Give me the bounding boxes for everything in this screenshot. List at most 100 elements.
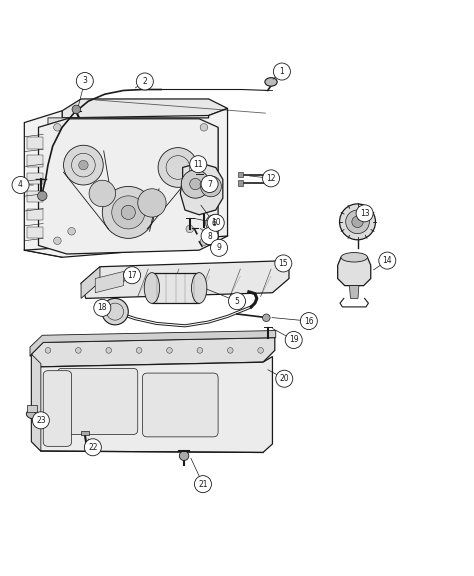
- Circle shape: [190, 156, 207, 173]
- Polygon shape: [38, 119, 218, 254]
- Circle shape: [102, 298, 128, 325]
- Circle shape: [179, 451, 189, 460]
- Circle shape: [181, 170, 210, 198]
- Circle shape: [200, 238, 208, 245]
- FancyBboxPatch shape: [143, 373, 218, 437]
- Circle shape: [201, 228, 218, 245]
- Text: 19: 19: [289, 335, 299, 344]
- Bar: [238, 180, 243, 186]
- Circle shape: [228, 293, 246, 310]
- Circle shape: [258, 347, 264, 353]
- Text: 1: 1: [280, 67, 284, 76]
- Circle shape: [121, 205, 136, 219]
- Circle shape: [263, 314, 270, 321]
- Circle shape: [76, 73, 93, 89]
- Polygon shape: [31, 338, 275, 367]
- Circle shape: [102, 187, 155, 238]
- Text: 4: 4: [18, 180, 23, 190]
- Circle shape: [12, 176, 29, 194]
- Polygon shape: [180, 163, 223, 215]
- Bar: [27, 173, 43, 184]
- Text: 2: 2: [143, 77, 147, 86]
- Text: 8: 8: [207, 232, 212, 241]
- Circle shape: [356, 205, 373, 222]
- Text: 9: 9: [217, 243, 221, 252]
- FancyBboxPatch shape: [43, 371, 72, 446]
- Circle shape: [207, 214, 224, 232]
- Circle shape: [167, 347, 173, 353]
- Circle shape: [124, 267, 141, 284]
- Text: 22: 22: [88, 443, 98, 452]
- Circle shape: [106, 347, 111, 353]
- Polygon shape: [105, 118, 190, 137]
- Circle shape: [301, 313, 318, 329]
- Polygon shape: [31, 354, 273, 453]
- Text: 6: 6: [212, 219, 217, 228]
- Polygon shape: [81, 267, 100, 298]
- Ellipse shape: [341, 252, 367, 262]
- Circle shape: [79, 160, 88, 170]
- Circle shape: [45, 347, 51, 353]
- Polygon shape: [349, 286, 359, 298]
- Circle shape: [138, 189, 166, 217]
- Circle shape: [275, 255, 292, 272]
- Text: 21: 21: [198, 480, 208, 488]
- Text: 3: 3: [82, 77, 87, 85]
- Bar: [27, 137, 43, 149]
- Circle shape: [89, 180, 116, 207]
- FancyBboxPatch shape: [57, 368, 138, 434]
- Bar: [27, 191, 43, 202]
- Circle shape: [32, 412, 49, 429]
- Bar: [152, 272, 199, 304]
- Circle shape: [263, 170, 280, 187]
- Circle shape: [352, 216, 363, 228]
- Polygon shape: [48, 118, 133, 203]
- Circle shape: [276, 370, 293, 387]
- Polygon shape: [31, 354, 41, 451]
- Bar: [81, 431, 89, 435]
- Circle shape: [379, 252, 396, 269]
- Text: 11: 11: [193, 160, 203, 169]
- Circle shape: [190, 179, 201, 190]
- Circle shape: [158, 147, 198, 187]
- Text: 14: 14: [383, 256, 392, 265]
- Circle shape: [285, 331, 302, 348]
- Circle shape: [194, 476, 211, 492]
- Circle shape: [84, 439, 101, 456]
- Text: 23: 23: [36, 416, 46, 425]
- Circle shape: [94, 300, 111, 316]
- Bar: [27, 155, 43, 166]
- Polygon shape: [105, 194, 190, 217]
- Circle shape: [72, 105, 81, 113]
- Circle shape: [68, 228, 75, 235]
- Polygon shape: [30, 331, 276, 357]
- Polygon shape: [81, 260, 289, 298]
- Circle shape: [200, 123, 208, 131]
- Text: 16: 16: [304, 317, 314, 325]
- Text: 15: 15: [279, 259, 288, 268]
- Circle shape: [54, 123, 61, 131]
- Polygon shape: [62, 99, 228, 118]
- Bar: [27, 405, 37, 412]
- Circle shape: [137, 73, 154, 90]
- Circle shape: [197, 347, 203, 353]
- Polygon shape: [133, 120, 218, 204]
- Circle shape: [136, 347, 142, 353]
- Bar: [27, 209, 43, 221]
- Text: 7: 7: [207, 180, 212, 188]
- Text: 5: 5: [235, 297, 239, 306]
- Ellipse shape: [265, 78, 277, 86]
- Text: 12: 12: [266, 174, 276, 183]
- Ellipse shape: [144, 272, 160, 304]
- Circle shape: [228, 347, 233, 353]
- Circle shape: [37, 191, 47, 200]
- Polygon shape: [24, 108, 228, 257]
- Polygon shape: [95, 271, 124, 293]
- Circle shape: [75, 347, 81, 353]
- Circle shape: [201, 176, 218, 192]
- Ellipse shape: [191, 272, 207, 304]
- Circle shape: [186, 225, 193, 233]
- Circle shape: [54, 237, 61, 245]
- Circle shape: [64, 145, 103, 185]
- Circle shape: [112, 196, 145, 229]
